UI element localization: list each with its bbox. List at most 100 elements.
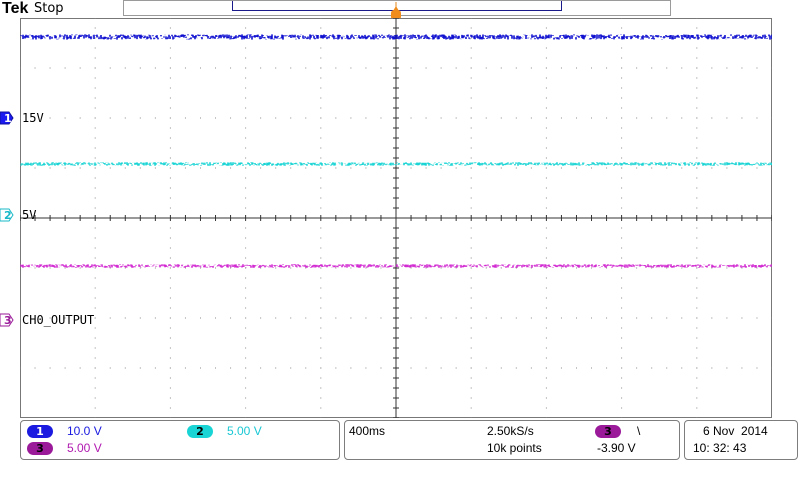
grid-dot [49, 117, 51, 119]
grid-dot [545, 237, 547, 239]
grid-dot [440, 317, 442, 319]
grid-dot [64, 117, 66, 119]
grid-dot [94, 347, 96, 349]
grid-dot [305, 267, 307, 269]
ch3-ground-marker[interactable]: 3 [0, 313, 14, 327]
ch2-marker-icon: 2 [0, 208, 14, 222]
grid-dot [320, 247, 322, 249]
grid-dot [245, 137, 247, 139]
ch2-ground-marker[interactable]: 2 [0, 208, 14, 222]
grid-dot [470, 307, 472, 309]
grid-dot [470, 297, 472, 299]
grid-dot [410, 367, 412, 369]
grid-dot [741, 317, 743, 319]
grid-dot [350, 67, 352, 69]
grid-dot [94, 247, 96, 249]
grid-dot [470, 337, 472, 339]
grid-dot [696, 167, 698, 169]
grid-dot [20, 317, 21, 319]
grid-dot [169, 377, 171, 379]
grid-dot [515, 67, 517, 69]
grid-dot [545, 197, 547, 199]
ch2-label: 5V [22, 208, 37, 222]
grid-dot [94, 337, 96, 339]
grid-dot [184, 167, 186, 169]
grid-dot [470, 357, 472, 359]
grid-dot [425, 117, 427, 119]
grid-dot [636, 117, 638, 119]
grid-dot [260, 367, 262, 369]
ch1-badge[interactable]: 1 [27, 425, 53, 438]
grid-dot [169, 207, 171, 209]
grid-dot [169, 407, 171, 409]
grid-dot [245, 157, 247, 159]
grid-dot [94, 77, 96, 79]
ch2-badge[interactable]: 2 [187, 425, 213, 438]
grid-dot [711, 117, 713, 119]
timebase: 400ms [349, 424, 386, 438]
grid-dot [455, 67, 457, 69]
grid-dot [320, 177, 322, 179]
grid-dot [470, 97, 472, 99]
grid-dot [34, 317, 36, 319]
grid-dot [545, 327, 547, 329]
grid-dot [696, 297, 698, 299]
grid-dot [245, 117, 247, 119]
grid-dot [169, 317, 171, 319]
grid-dot [756, 267, 758, 269]
grid-dot [335, 67, 337, 69]
grid-dot [320, 307, 322, 309]
grid-dot [154, 367, 156, 369]
grid-dot [94, 227, 96, 229]
grid-dot [440, 367, 442, 369]
grid-dot [530, 117, 532, 119]
time: 10: 32: 43 [693, 441, 747, 455]
grid-dot [726, 117, 728, 119]
grid-dot [320, 327, 322, 329]
grid-dot [575, 317, 577, 319]
grid-dot [696, 397, 698, 399]
grid-dot [606, 367, 608, 369]
grid-dot [771, 167, 772, 169]
waveform-display[interactable] [20, 18, 772, 418]
ch3-label: CH0_OUTPUT [22, 313, 95, 327]
grid-dot [169, 287, 171, 289]
grid-dot [455, 167, 457, 169]
grid-dot [154, 67, 156, 69]
grid-dot [470, 57, 472, 59]
channel-scale-panel[interactable]: 1 10.0 V 2 5.00 V 3 5.00 V [20, 420, 340, 460]
grid-dot [410, 167, 412, 169]
grid-dot [184, 67, 186, 69]
grid-dot [169, 87, 171, 89]
grid-dot [621, 57, 623, 59]
grid-dot [530, 317, 532, 319]
grid-dot [545, 227, 547, 229]
grid-dot [621, 147, 623, 149]
grid-dot [696, 127, 698, 129]
grid-dot [245, 267, 247, 269]
grid-dot [320, 297, 322, 299]
grid-dot [245, 407, 247, 409]
ch1-ground-marker[interactable]: 1 [0, 111, 14, 125]
grid-dot [290, 317, 292, 319]
grid-dot [380, 167, 382, 169]
trigger-source-badge[interactable]: 3 [595, 425, 621, 438]
grid-dot [470, 167, 472, 169]
grid-dot [320, 237, 322, 239]
grid-dot [756, 367, 758, 369]
grid-dot [636, 317, 638, 319]
grid-dot [169, 67, 171, 69]
grid-dot [711, 167, 713, 169]
sample-rate: 2.50kS/s [487, 424, 534, 438]
grid-dot [169, 237, 171, 239]
grid-dot [94, 327, 96, 329]
ch3-badge[interactable]: 3 [27, 442, 53, 455]
horizontal-trigger-panel[interactable]: 400ms 2.50kS/s 10k points 3 \ -3.90 V [344, 420, 680, 460]
grid-dot [696, 37, 698, 39]
grid-dot [560, 267, 562, 269]
grid-dot [621, 97, 623, 99]
grid-dot [169, 337, 171, 339]
ch3-scale: 5.00 V [67, 441, 102, 455]
grid-dot [245, 287, 247, 289]
grid-dot [621, 107, 623, 109]
